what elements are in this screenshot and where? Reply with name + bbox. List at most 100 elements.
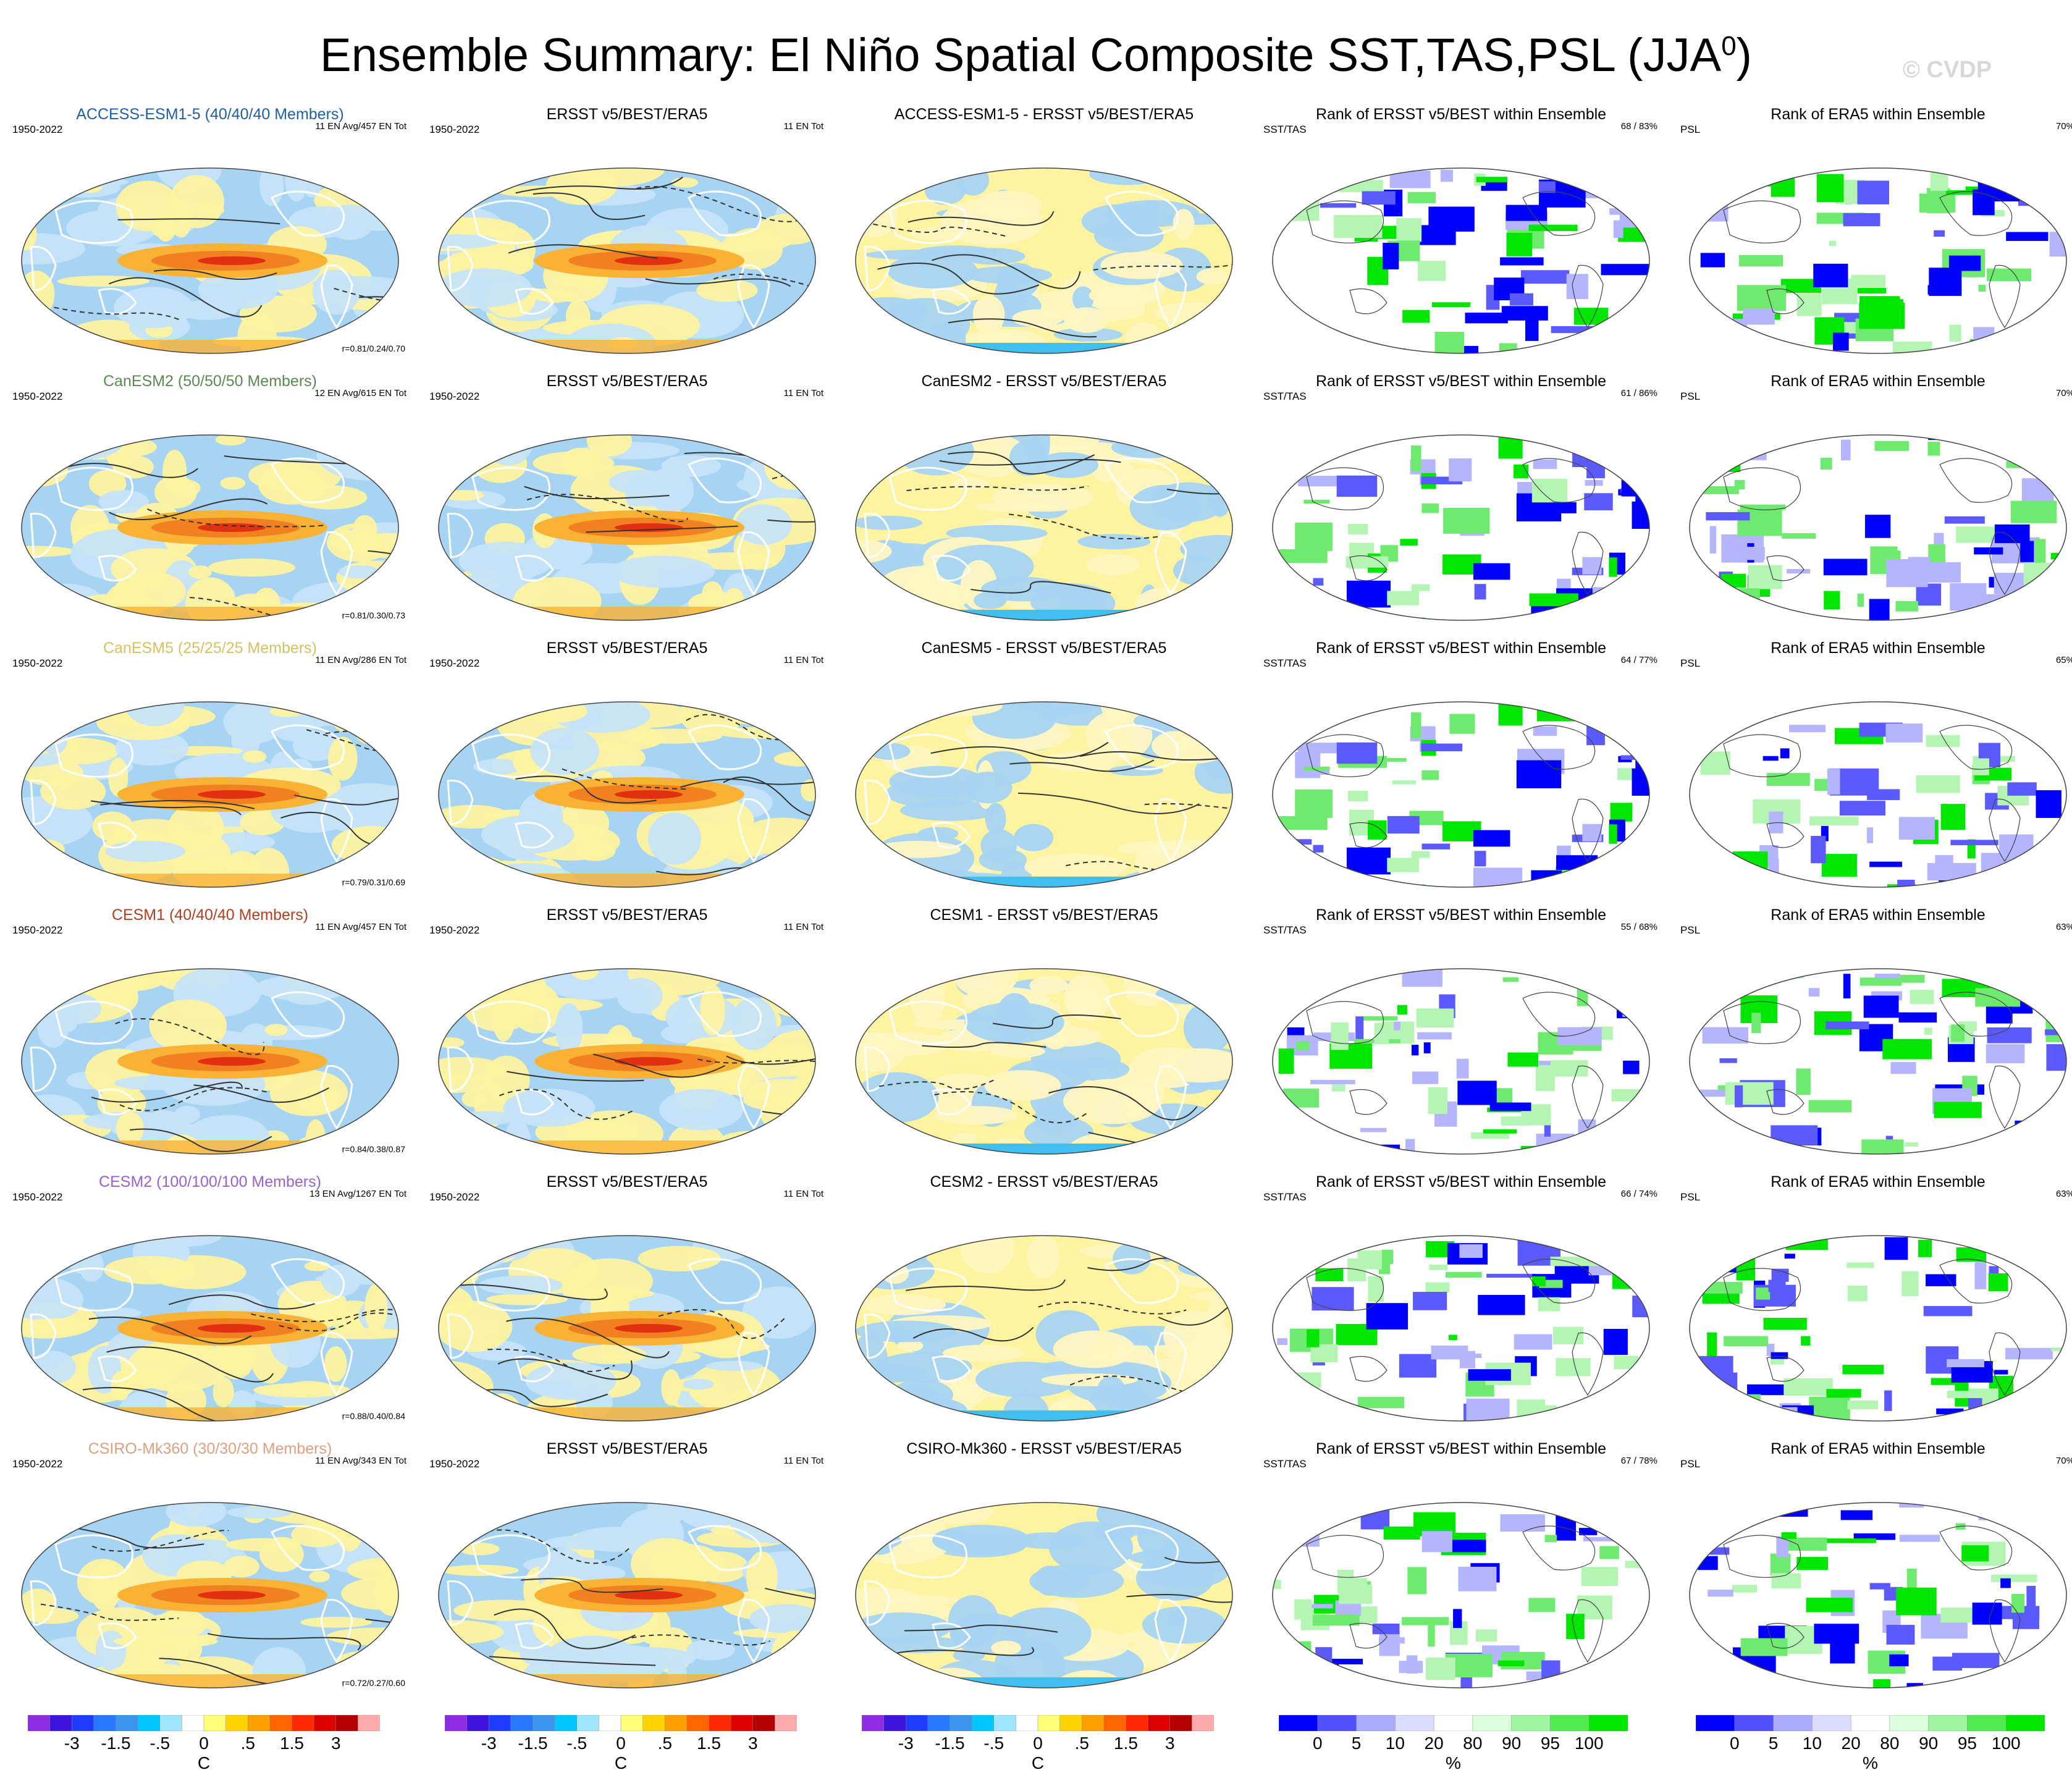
panel-title: Rank of ERA5 within Ensemble — [1771, 639, 1986, 657]
rank-cell — [1796, 293, 1822, 316]
map-anomaly-patch — [760, 341, 809, 353]
psl-contour — [1164, 1549, 1232, 1566]
rank-cell — [1592, 587, 1635, 606]
map-anomaly-patch — [887, 253, 978, 289]
map-anomaly-patch — [1166, 880, 1215, 887]
rank-cell — [2045, 1029, 2066, 1035]
psl-contour — [873, 223, 1006, 237]
map-anomaly-patch — [482, 969, 547, 1016]
rank-cell — [1331, 1022, 1349, 1050]
panel-title: CanESM5 - ERSST v5/BEST/ERA5 — [921, 639, 1167, 657]
colorbar-tick-label: -3 — [898, 1734, 914, 1753]
rank-cell — [1816, 174, 1844, 203]
rank-cell — [1324, 1658, 1363, 1664]
rank-cell — [1743, 308, 1775, 325]
map-anomaly-patch — [901, 349, 1002, 353]
map-anomaly-patch — [309, 1570, 330, 1583]
rank-cell — [2005, 1347, 2053, 1360]
map-anomaly-patch — [686, 1639, 735, 1661]
panel-left-label: PSL — [1680, 1191, 1701, 1203]
rank-cell — [1826, 1021, 1869, 1030]
map-anomaly-patch — [341, 1577, 398, 1610]
rank-cell — [1780, 748, 1790, 759]
land-outline — [932, 822, 971, 849]
land-outline — [932, 1355, 971, 1383]
map-anomaly-patch — [439, 342, 505, 353]
rank-cell — [1950, 840, 1998, 846]
rank-cell — [1702, 1027, 1748, 1044]
rank-cell — [1784, 1378, 1833, 1396]
rank-cell — [1475, 1629, 1497, 1642]
colorbar-rank-2: 0 5 10 20 80 90 95 100% — [1696, 1715, 2045, 1783]
land-outline — [687, 724, 762, 770]
rank-cell — [1787, 569, 1811, 574]
map-anomaly-patch — [870, 1595, 961, 1606]
rank-cell — [1473, 563, 1510, 580]
world-map — [21, 701, 399, 888]
map-anomaly-patch — [355, 1129, 398, 1146]
pattern-correlation-label: r=0.84/0.38/0.87 — [342, 1144, 405, 1154]
psl-contour — [489, 1656, 656, 1666]
colorbar-tick-label: 0 — [1729, 1734, 1740, 1753]
map-anomaly-patch — [897, 1339, 924, 1352]
map-anomaly-patch — [772, 1630, 815, 1672]
panel-left-label: 1950-2022 — [12, 924, 63, 936]
psl-contour — [521, 1578, 663, 1593]
panel-r5-c4: Rank of ERSST v5/BEST within Ensemble SST… — [1257, 1173, 1665, 1438]
rank-cell — [1457, 1081, 1497, 1105]
land-outline — [1522, 458, 1596, 503]
psl-contour — [971, 581, 1111, 594]
rank-cell — [1601, 264, 1649, 276]
land-outline — [270, 1525, 345, 1571]
colorbar-tick-label: -.5 — [566, 1734, 587, 1753]
psl-contour — [586, 525, 738, 533]
psl-contour — [109, 498, 268, 520]
rank-cell — [2049, 316, 2066, 337]
colorbar-tick-label: 0 — [199, 1734, 209, 1753]
colorbar-swatch — [1147, 1715, 1171, 1731]
panel-r6-c5: Rank of ERA5 within Ensemble PSL 70% — [1674, 1439, 2072, 1705]
rank-cell — [1814, 1624, 1859, 1644]
map-anomaly-patch — [1183, 1002, 1232, 1053]
map-anomaly-patch — [1177, 1503, 1232, 1514]
rank-cell — [1747, 1384, 1788, 1396]
rank-cell — [1411, 712, 1421, 738]
psl-contour — [91, 1081, 243, 1103]
map-anomaly-patch — [1139, 201, 1161, 227]
land-outline — [687, 991, 762, 1037]
rank-cell — [1700, 253, 1725, 268]
psl-contour — [767, 509, 815, 523]
land-outline — [30, 245, 57, 292]
rank-cell — [1898, 974, 1925, 983]
land-outline — [1989, 1599, 2021, 1663]
map-anomaly-patch — [441, 1266, 479, 1286]
rank-cell — [1417, 1032, 1452, 1040]
rank-cell — [1994, 1370, 2008, 1375]
rank-cell — [1465, 313, 1508, 324]
land-outline — [1572, 1599, 1604, 1663]
map-anomaly-patch — [98, 490, 149, 514]
land-outline — [471, 200, 550, 244]
rank-cell — [1416, 1008, 1454, 1028]
map-anomaly-patch — [114, 1076, 191, 1090]
map-anomaly-patch — [255, 974, 352, 1001]
rank-cell — [1950, 583, 1987, 611]
rank-cell — [1989, 883, 2009, 887]
map-border — [21, 968, 399, 1155]
map-anomaly-patch — [264, 1024, 288, 1036]
colorbar-tick-label: .5 — [1074, 1734, 1089, 1753]
psl-contour — [506, 1317, 670, 1359]
rank-cell — [1771, 1352, 1788, 1359]
colorbar-swatch — [1395, 1715, 1434, 1731]
rank-cell — [1476, 177, 1508, 182]
psl-contour — [1144, 803, 1232, 814]
map-anomaly-patch — [439, 593, 487, 615]
rank-cell — [1387, 858, 1420, 872]
land-outline — [1349, 822, 1388, 848]
colorbar-tick-label: 90 — [1502, 1734, 1522, 1753]
rank-cell — [1771, 1508, 1808, 1517]
map-anomaly-patch — [533, 451, 615, 475]
world-map — [1272, 1235, 1650, 1422]
map-anomaly-patch — [1196, 1643, 1232, 1667]
panel-r1-c5: Rank of ERA5 within Ensemble PSL 70% — [1674, 105, 2072, 371]
